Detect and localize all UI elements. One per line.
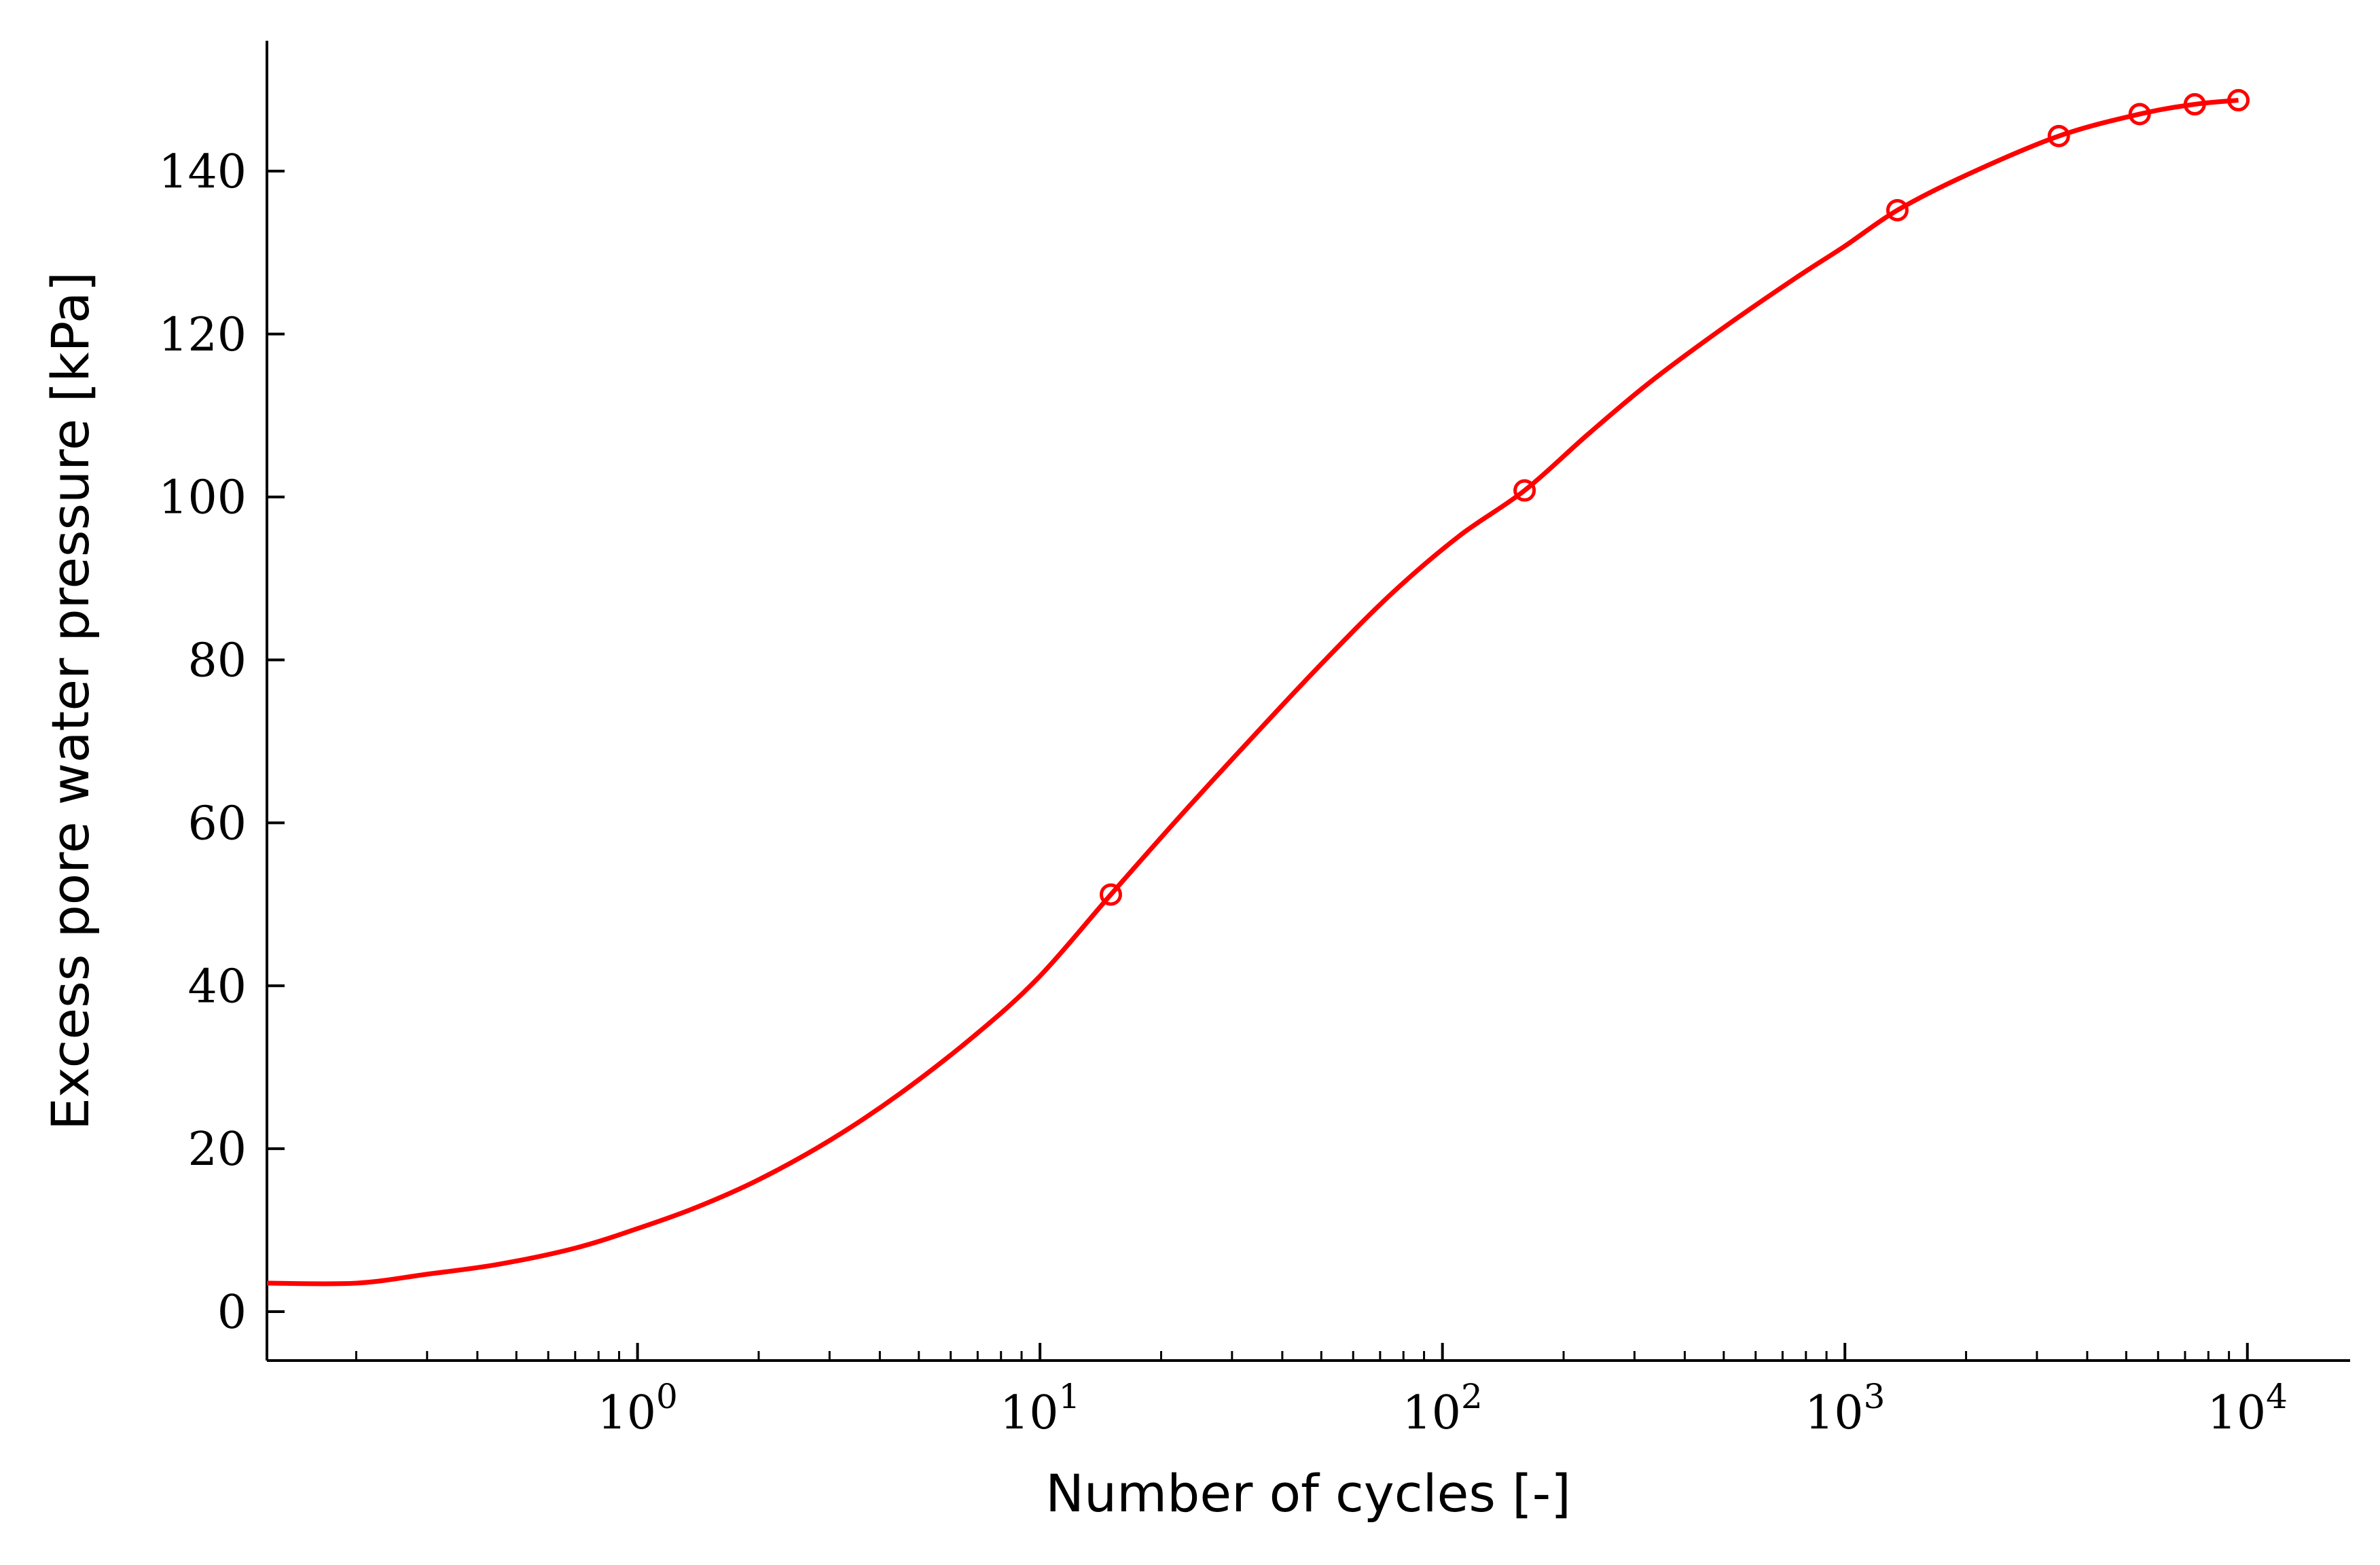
y-axis-title: Excess pore water pressure [kPa]	[40, 272, 101, 1130]
x-tick-label: 101	[1000, 1377, 1080, 1440]
x-tick-label: 100	[597, 1377, 677, 1440]
data-point-marker	[2183, 93, 2206, 116]
data-point-marker	[1886, 198, 1909, 221]
y-tick-label: 20	[187, 1123, 247, 1176]
x-tick-label: 104	[2207, 1377, 2288, 1440]
data-point-marker	[2227, 89, 2250, 112]
y-tick-label: 140	[158, 145, 247, 199]
data-point-marker	[1099, 883, 1122, 906]
axes	[266, 41, 2350, 1362]
y-tick-label: 40	[187, 960, 247, 1013]
data-point-marker	[2128, 103, 2151, 126]
y-tick-label: 60	[187, 797, 247, 850]
y-tick-label: 100	[158, 471, 247, 525]
y-tick-label: 0	[217, 1286, 247, 1339]
y-ticks: 0 20 40 60 80 100 120 140	[158, 145, 285, 1339]
series-layer	[266, 89, 2250, 1287]
x-tick-label: 103	[1805, 1377, 1885, 1440]
y-tick-label: 80	[187, 634, 247, 688]
y-tick-label: 120	[158, 308, 247, 362]
x-axis-title: Number of cycles [-]	[1045, 1463, 1571, 1524]
data-point-marker	[2047, 124, 2070, 147]
x-tick-label: 102	[1403, 1377, 1483, 1440]
data-point-marker	[1513, 479, 1536, 502]
x-ticks: 100 101 102 103 104	[355, 1343, 2288, 1440]
series-line	[266, 98, 2239, 1287]
